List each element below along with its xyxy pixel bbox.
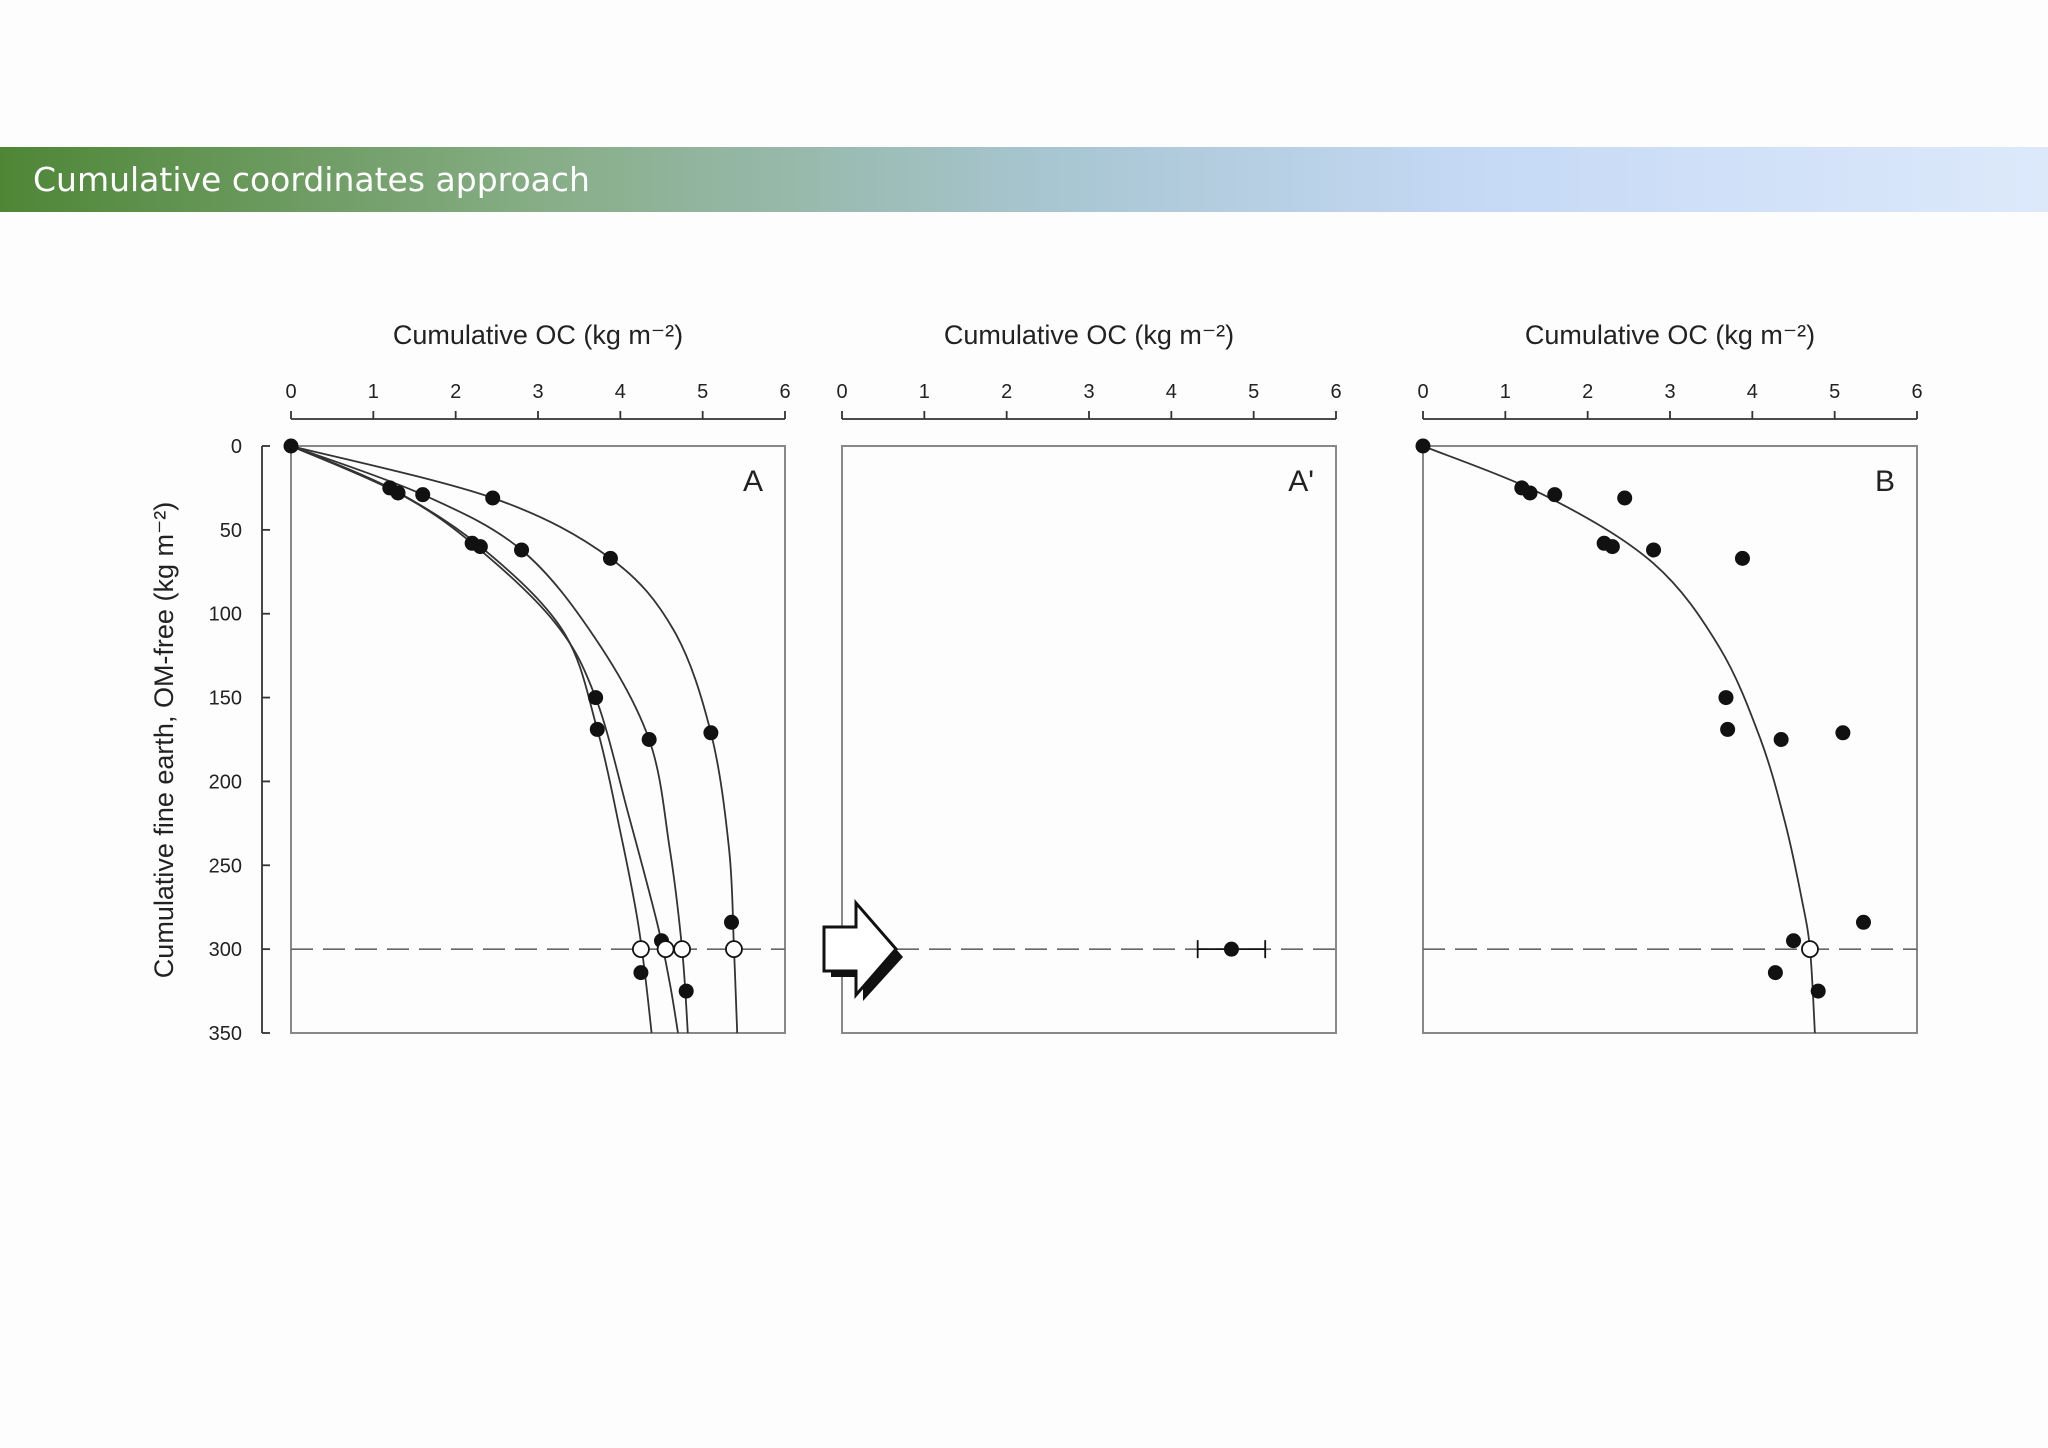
y-tick-label: 300 [209,939,242,961]
x-tick-label: 4 [615,381,626,403]
data-point [633,965,649,981]
panel-label: A [743,465,763,498]
data-point [485,490,501,506]
data-point [1547,487,1563,503]
x-tick-label: 2 [450,381,461,403]
plot-frame [290,445,786,1034]
y-tick-label: 0 [231,436,242,458]
x-tick-label: 3 [1664,381,1675,403]
interpolated-point [632,940,650,959]
data-point [1604,539,1620,555]
panel-label: A' [1288,465,1314,498]
mean-point [1223,941,1239,957]
x-tick-label: 1 [368,381,379,403]
fitted-curve [290,445,679,1034]
interpolated-point [1801,940,1819,959]
data-point [1835,725,1851,741]
x-tick-label: 5 [1248,381,1259,403]
data-point [589,721,605,737]
fitted-curve [1422,445,1816,1034]
x-tick-label: 0 [285,381,296,403]
x-tick-label: 6 [1330,381,1341,403]
data-point [415,487,431,503]
x-tick-label: 2 [1582,381,1593,403]
data-point [1415,438,1431,454]
x-tick-label: 5 [697,381,708,403]
y-axis-title: Cumulative fine earth, OM-free (kg m⁻²) [149,502,179,978]
data-point [472,539,488,555]
x-tick-label: 3 [1083,381,1094,403]
x-tick-label: 0 [836,381,847,403]
data-point [1773,732,1789,747]
data-point [1718,690,1734,706]
data-point [703,725,719,741]
interpolated-point [673,940,691,959]
x-tick-label: 4 [1166,381,1177,403]
interpolated-point [725,940,743,959]
plot-frame [841,445,1337,1034]
x-tick-label: 2 [1001,381,1012,403]
data-point [1855,914,1871,930]
right-arrow-icon [822,898,903,1001]
data-point [1617,490,1633,506]
data-point [1810,983,1826,999]
data-point [1720,721,1736,737]
x-tick-label: 1 [1500,381,1511,403]
x-tick-label: 6 [779,381,790,403]
data-point [641,732,657,747]
y-tick-label: 250 [209,855,242,877]
x-tick-label: 4 [1747,381,1758,403]
y-tick-label: 150 [209,688,242,710]
plot-frame [1422,445,1918,1034]
interpolated-point [656,940,675,959]
panel-label: B [1875,465,1895,498]
x-tick-label: 6 [1911,381,1922,403]
x-tick-label: 0 [1417,381,1428,403]
slide-title: Cumulative coordinates approach [33,160,590,199]
data-point [1767,965,1783,981]
data-point [514,542,530,558]
title-banner: Cumulative coordinates approach [0,147,2048,212]
data-point [1734,550,1750,566]
y-tick-label: 200 [209,771,242,793]
x-axis-title: Cumulative OC (kg m⁻²) [393,320,683,350]
y-tick-label: 100 [209,604,242,626]
data-point [1646,542,1662,558]
data-point [678,983,694,999]
x-axis-title: Cumulative OC (kg m⁻²) [1525,320,1815,350]
data-point [283,438,299,454]
fitted-curve [290,445,653,1034]
fitted-curve [290,445,689,1034]
y-tick-label: 50 [220,520,242,542]
data-point [1522,485,1538,501]
arrow-body [822,898,898,1000]
y-tick-label: 350 [209,1023,242,1045]
x-tick-label: 1 [919,381,930,403]
data-point [390,485,406,501]
x-axis-title: Cumulative OC (kg m⁻²) [944,320,1234,350]
data-point [1786,933,1801,949]
x-tick-label: 5 [1829,381,1840,403]
data-point [602,550,618,566]
x-tick-label: 3 [532,381,543,403]
data-point [588,690,604,706]
data-point [723,914,739,930]
